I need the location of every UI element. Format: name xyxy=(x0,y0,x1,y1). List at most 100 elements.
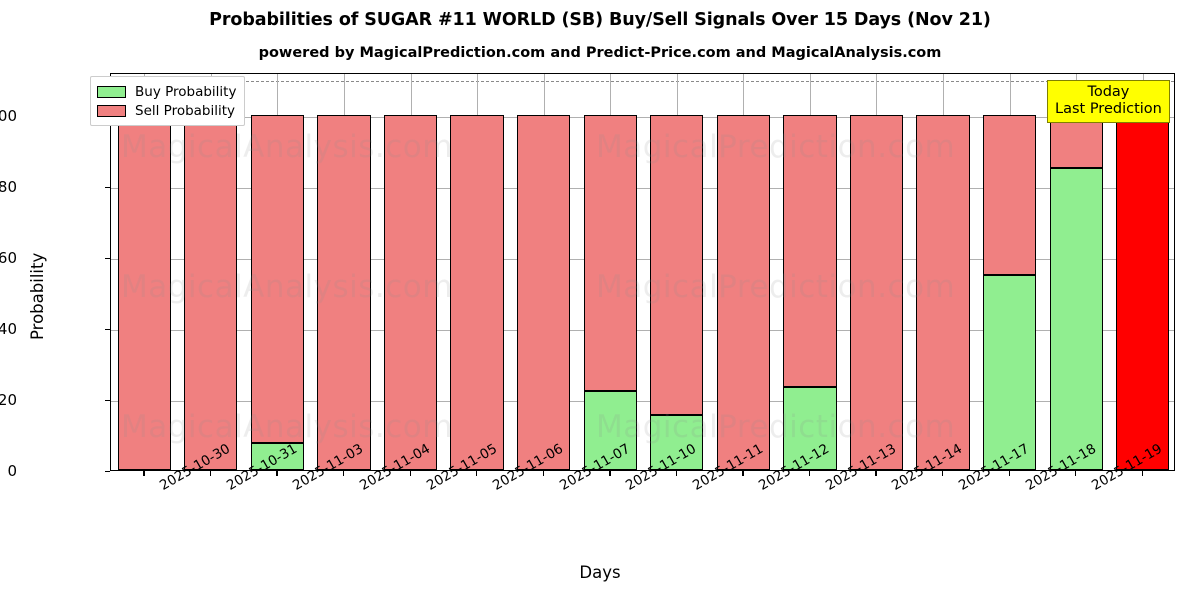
x-tick-label: 2025-10-31 xyxy=(224,441,300,494)
bar-2025-11-10[interactable] xyxy=(583,74,637,470)
x-tick-mark xyxy=(542,471,544,476)
y-gridline xyxy=(111,187,1174,189)
y-tick-mark xyxy=(105,471,110,473)
x-tick-mark xyxy=(808,471,811,476)
bar-2025-10-30[interactable] xyxy=(117,74,171,470)
bar-2025-11-07[interactable] xyxy=(517,74,571,470)
x-tick-mark xyxy=(209,471,212,476)
x-tick-label: 2025-11-06 xyxy=(490,441,566,494)
x-tick-label: 2025-11-17 xyxy=(956,441,1032,494)
legend-label-sell: Sell Probability xyxy=(135,102,236,119)
bar-segment-sell[interactable] xyxy=(849,114,904,470)
chart-subtitle: powered by MagicalPrediction.com and Pre… xyxy=(258,45,942,61)
bar-segment-buy[interactable] xyxy=(1049,167,1103,470)
x-tick-mark xyxy=(1141,471,1144,476)
bar-2025-11-04[interactable] xyxy=(317,74,371,470)
bar-2025-10-31[interactable] xyxy=(184,74,238,470)
x-tick-mark xyxy=(875,471,877,476)
legend-swatch-sell xyxy=(97,104,126,117)
y-gridline xyxy=(111,116,1174,118)
bar-segment-sell[interactable] xyxy=(583,114,637,392)
reference-dashed-line xyxy=(111,81,1174,83)
bar-segment-sell[interactable] xyxy=(1049,114,1103,168)
x-tick-mark xyxy=(409,471,411,476)
x-tick-mark xyxy=(1008,471,1010,476)
y-axis-label: Probability xyxy=(28,252,47,340)
bar-2025-11-12[interactable] xyxy=(716,74,770,470)
x-axis-label: Days xyxy=(579,563,621,582)
x-tick-label: 2025-11-13 xyxy=(823,441,899,494)
x-tick-mark xyxy=(476,471,478,476)
bar-segment-sell[interactable] xyxy=(383,114,438,470)
x-tick-label: 2025-11-18 xyxy=(1023,441,1099,494)
x-tick-mark xyxy=(942,471,944,476)
x-tick-mark xyxy=(143,471,145,476)
bar-segment-sell[interactable] xyxy=(250,114,305,444)
y-tick-label: 80 xyxy=(0,177,17,196)
y-tick-mark xyxy=(105,186,110,188)
bar-segment-today[interactable] xyxy=(1116,114,1170,470)
bar-segment-buy[interactable] xyxy=(250,443,305,470)
y-tick-label: 20 xyxy=(0,390,17,409)
x-tick-label: 2025-11-11 xyxy=(690,441,766,494)
y-tick-mark xyxy=(105,399,110,402)
x-tick-mark xyxy=(609,471,611,476)
x-tick-label: 2025-11-10 xyxy=(623,441,699,494)
bar-segment-sell[interactable] xyxy=(916,114,970,470)
x-tick-mark xyxy=(276,471,278,476)
y-gridline xyxy=(111,329,1174,331)
bar-2025-11-13[interactable] xyxy=(783,74,837,470)
bar-2025-11-17[interactable] xyxy=(916,74,970,470)
plot-area: MagicalAnalysis.comMagicalPrediction.com… xyxy=(110,73,1175,471)
today-annotation-line1: Today xyxy=(1087,84,1130,100)
bar-2025-11-03[interactable] xyxy=(250,74,305,470)
y-tick-mark xyxy=(105,328,110,331)
x-tick-mark xyxy=(742,471,744,476)
bar-2025-11-20[interactable] xyxy=(1116,74,1170,470)
legend-item-sell[interactable]: Sell Probability xyxy=(97,101,236,120)
x-tick-label: 2025-11-19 xyxy=(1089,441,1165,494)
x-tick-label: 2025-10-30 xyxy=(157,441,233,494)
x-tick-mark xyxy=(675,471,678,476)
bar-segment-buy[interactable] xyxy=(583,391,637,470)
x-tick-mark xyxy=(1075,471,1077,476)
bar-segment-sell[interactable] xyxy=(650,114,704,415)
chart-legend: Buy Probability Sell Probability xyxy=(90,76,246,126)
y-tick-label: 100 xyxy=(0,106,17,125)
bar-segment-sell[interactable] xyxy=(982,114,1037,275)
bar-2025-11-11[interactable] xyxy=(650,74,704,470)
bar-2025-11-05[interactable] xyxy=(383,74,438,470)
x-tick-label: 2025-11-12 xyxy=(756,441,832,494)
bar-segment-buy[interactable] xyxy=(783,386,837,470)
legend-item-buy[interactable]: Buy Probability xyxy=(97,82,236,101)
today-annotation-line2: Last Prediction xyxy=(1055,101,1162,118)
bar-segment-sell[interactable] xyxy=(783,114,837,387)
y-gridline xyxy=(111,400,1174,402)
y-gridline xyxy=(111,258,1174,260)
x-tick-label: 2025-11-14 xyxy=(889,441,965,494)
y-tick-label: 40 xyxy=(0,319,17,338)
x-tick-label: 2025-11-07 xyxy=(557,441,633,494)
x-tick-label: 2025-11-03 xyxy=(290,441,366,494)
x-tick-label: 2025-11-04 xyxy=(357,441,433,494)
bar-2025-11-14[interactable] xyxy=(849,74,904,470)
today-annotation: Today Last Prediction xyxy=(1047,80,1170,124)
bar-segment-sell[interactable] xyxy=(184,114,238,470)
bar-segment-buy[interactable] xyxy=(650,414,704,470)
bar-segment-sell[interactable] xyxy=(317,114,371,470)
bar-segment-sell[interactable] xyxy=(716,114,770,470)
bar-2025-11-06[interactable] xyxy=(450,74,504,470)
chart-title: Probabilities of SUGAR #11 WORLD (SB) Bu… xyxy=(209,10,991,30)
y-tick-mark xyxy=(105,257,110,260)
bar-segment-sell[interactable] xyxy=(517,114,571,470)
y-tick-label: 0 xyxy=(7,462,17,480)
bar-segment-sell[interactable] xyxy=(450,114,504,470)
legend-swatch-buy xyxy=(97,85,126,98)
bar-segment-sell[interactable] xyxy=(117,114,171,470)
bar-segment-buy[interactable] xyxy=(982,274,1037,470)
x-tick-mark xyxy=(342,471,345,476)
y-tick-label: 60 xyxy=(0,248,17,267)
bar-2025-11-19[interactable] xyxy=(1049,74,1103,470)
bar-2025-11-18[interactable] xyxy=(982,74,1037,470)
